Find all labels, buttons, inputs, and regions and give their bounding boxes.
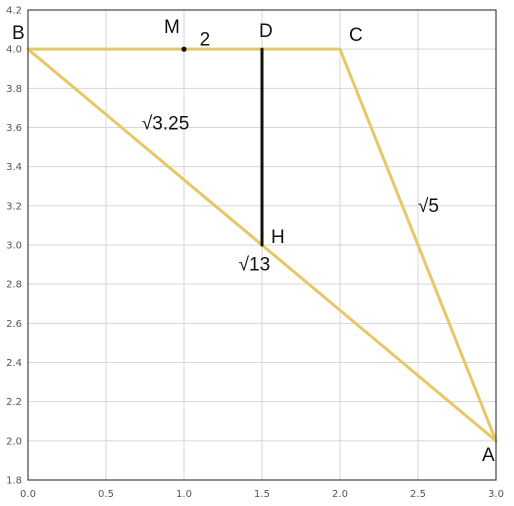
y-tick-label: 2.6	[6, 319, 22, 330]
segment-length-label: 2	[200, 29, 211, 50]
point-label-c: C	[349, 25, 363, 46]
x-tick-label: 3.0	[488, 489, 504, 500]
point-label-a: A	[482, 445, 495, 466]
point-label-b: B	[12, 23, 25, 44]
segment-ca	[338, 47, 498, 443]
x-tick-label: 0.5	[98, 489, 114, 500]
y-tick-label: 2.4	[6, 358, 22, 369]
y-tick-label: 3.8	[6, 84, 22, 95]
y-tick-label: 3.4	[6, 162, 22, 173]
y-tick-label: 2.8	[6, 280, 22, 291]
x-tick-label: 2.0	[332, 489, 348, 500]
y-tick-label: 3.2	[6, 201, 22, 212]
x-tick-label: 1.0	[176, 489, 192, 500]
segment-length-label: √13	[239, 255, 271, 276]
y-tick-label: 3.6	[6, 123, 22, 134]
point-label-d: D	[259, 21, 273, 42]
plot-frame	[27, 9, 497, 481]
segment-labels: 2 √3.25 √5 √13	[142, 29, 439, 275]
x-axis-ticks: 0.0 0.5 1.0 1.5 2.0 2.5 3.0	[20, 489, 504, 500]
x-tick-label: 0.0	[20, 489, 36, 500]
y-tick-label: 3.0	[6, 241, 22, 252]
segment-length-label: √3.25	[142, 114, 189, 135]
y-tick-label: 1.8	[6, 476, 22, 487]
point-labels: A B C D H M	[12, 17, 495, 466]
segment-length-label: √5	[418, 196, 439, 217]
point-marker-m	[181, 46, 187, 52]
x-tick-label: 1.5	[254, 489, 270, 500]
y-axis-ticks: 1.8 2.0 2.2 2.4 2.6 2.8 3.0 3.2 3.4 3.6 3.8 4.0 4.2	[6, 6, 22, 487]
point-markers	[181, 46, 187, 52]
y-tick-label: 2.0	[6, 436, 22, 447]
point-label-h: H	[271, 227, 285, 248]
x-tick-label: 2.5	[410, 489, 426, 500]
point-label-m: M	[164, 17, 180, 38]
y-tick-label: 2.2	[6, 397, 22, 408]
y-tick-label: 4.0	[6, 45, 22, 56]
y-tick-label: 4.2	[6, 6, 22, 17]
